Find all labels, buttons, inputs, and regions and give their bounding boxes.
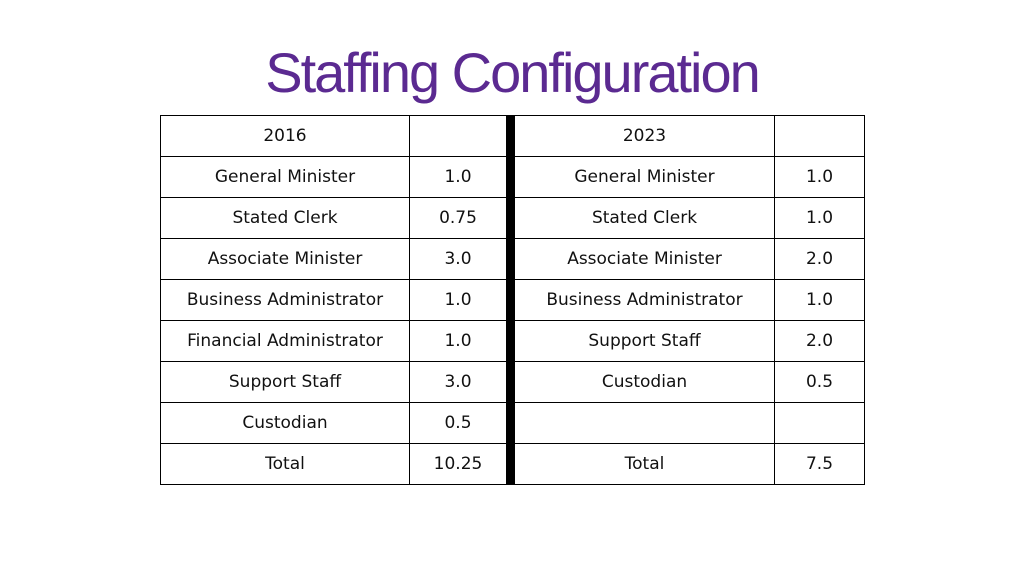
table-row: Custodian 0.5 (160, 402, 865, 444)
role-2016-cell: General Minister (160, 156, 410, 198)
table-row: Associate Minister 3.0 Associate Ministe… (160, 238, 865, 280)
year-2016-header: 2016 (160, 115, 410, 157)
total-2023-value: 7.5 (774, 443, 865, 485)
year-2016-value-header (409, 115, 515, 157)
fte-2023-cell: 1.0 (774, 279, 865, 321)
fte-2023-cell: 1.0 (774, 197, 865, 239)
fte-2016-cell: 0.5 (409, 402, 515, 444)
staffing-table: 2016 2023 General Minister 1.0 General M… (160, 115, 865, 485)
fte-2023-cell: 1.0 (774, 156, 865, 198)
fte-2023-cell: 2.0 (774, 238, 865, 280)
page-title: Staffing Configuration (265, 41, 761, 104)
table-row: Stated Clerk 0.75 Stated Clerk 1.0 (160, 197, 865, 239)
fte-2016-cell: 1.0 (409, 320, 515, 362)
role-2023-cell: Stated Clerk (510, 197, 775, 239)
role-2023-cell: Support Staff (510, 320, 775, 362)
fte-2023-cell: 0.5 (774, 361, 865, 403)
table-row: Financial Administrator 1.0 Support Staf… (160, 320, 865, 362)
role-2016-cell: Financial Administrator (160, 320, 410, 362)
role-2016-cell: Associate Minister (160, 238, 410, 280)
total-2016-value: 10.25 (409, 443, 515, 485)
role-2016-cell: Custodian (160, 402, 410, 444)
fte-2016-cell: 3.0 (409, 238, 515, 280)
year-2023-header: 2023 (510, 115, 775, 157)
fte-2016-cell: 3.0 (409, 361, 515, 403)
role-2016-cell: Stated Clerk (160, 197, 410, 239)
table-total-row: Total 10.25 Total 7.5 (160, 443, 865, 485)
fte-2016-cell: 1.0 (409, 156, 515, 198)
table-row: Support Staff 3.0 Custodian 0.5 (160, 361, 865, 403)
fte-2023-cell: 2.0 (774, 320, 865, 362)
role-2023-cell: Business Administrator (510, 279, 775, 321)
fte-2016-cell: 1.0 (409, 279, 515, 321)
role-2023-cell: Associate Minister (510, 238, 775, 280)
table-row: Business Administrator 1.0 Business Admi… (160, 279, 865, 321)
fte-2016-cell: 0.75 (409, 197, 515, 239)
role-2023-cell: General Minister (510, 156, 775, 198)
role-2016-cell: Support Staff (160, 361, 410, 403)
table-row: General Minister 1.0 General Minister 1.… (160, 156, 865, 198)
total-2023-label: Total (510, 443, 775, 485)
year-2023-value-header (774, 115, 865, 157)
role-2016-cell: Business Administrator (160, 279, 410, 321)
table-header-row: 2016 2023 (160, 115, 865, 157)
total-2016-label: Total (160, 443, 410, 485)
fte-2023-cell (774, 402, 865, 444)
role-2023-cell: Custodian (510, 361, 775, 403)
role-2023-cell (510, 402, 775, 444)
